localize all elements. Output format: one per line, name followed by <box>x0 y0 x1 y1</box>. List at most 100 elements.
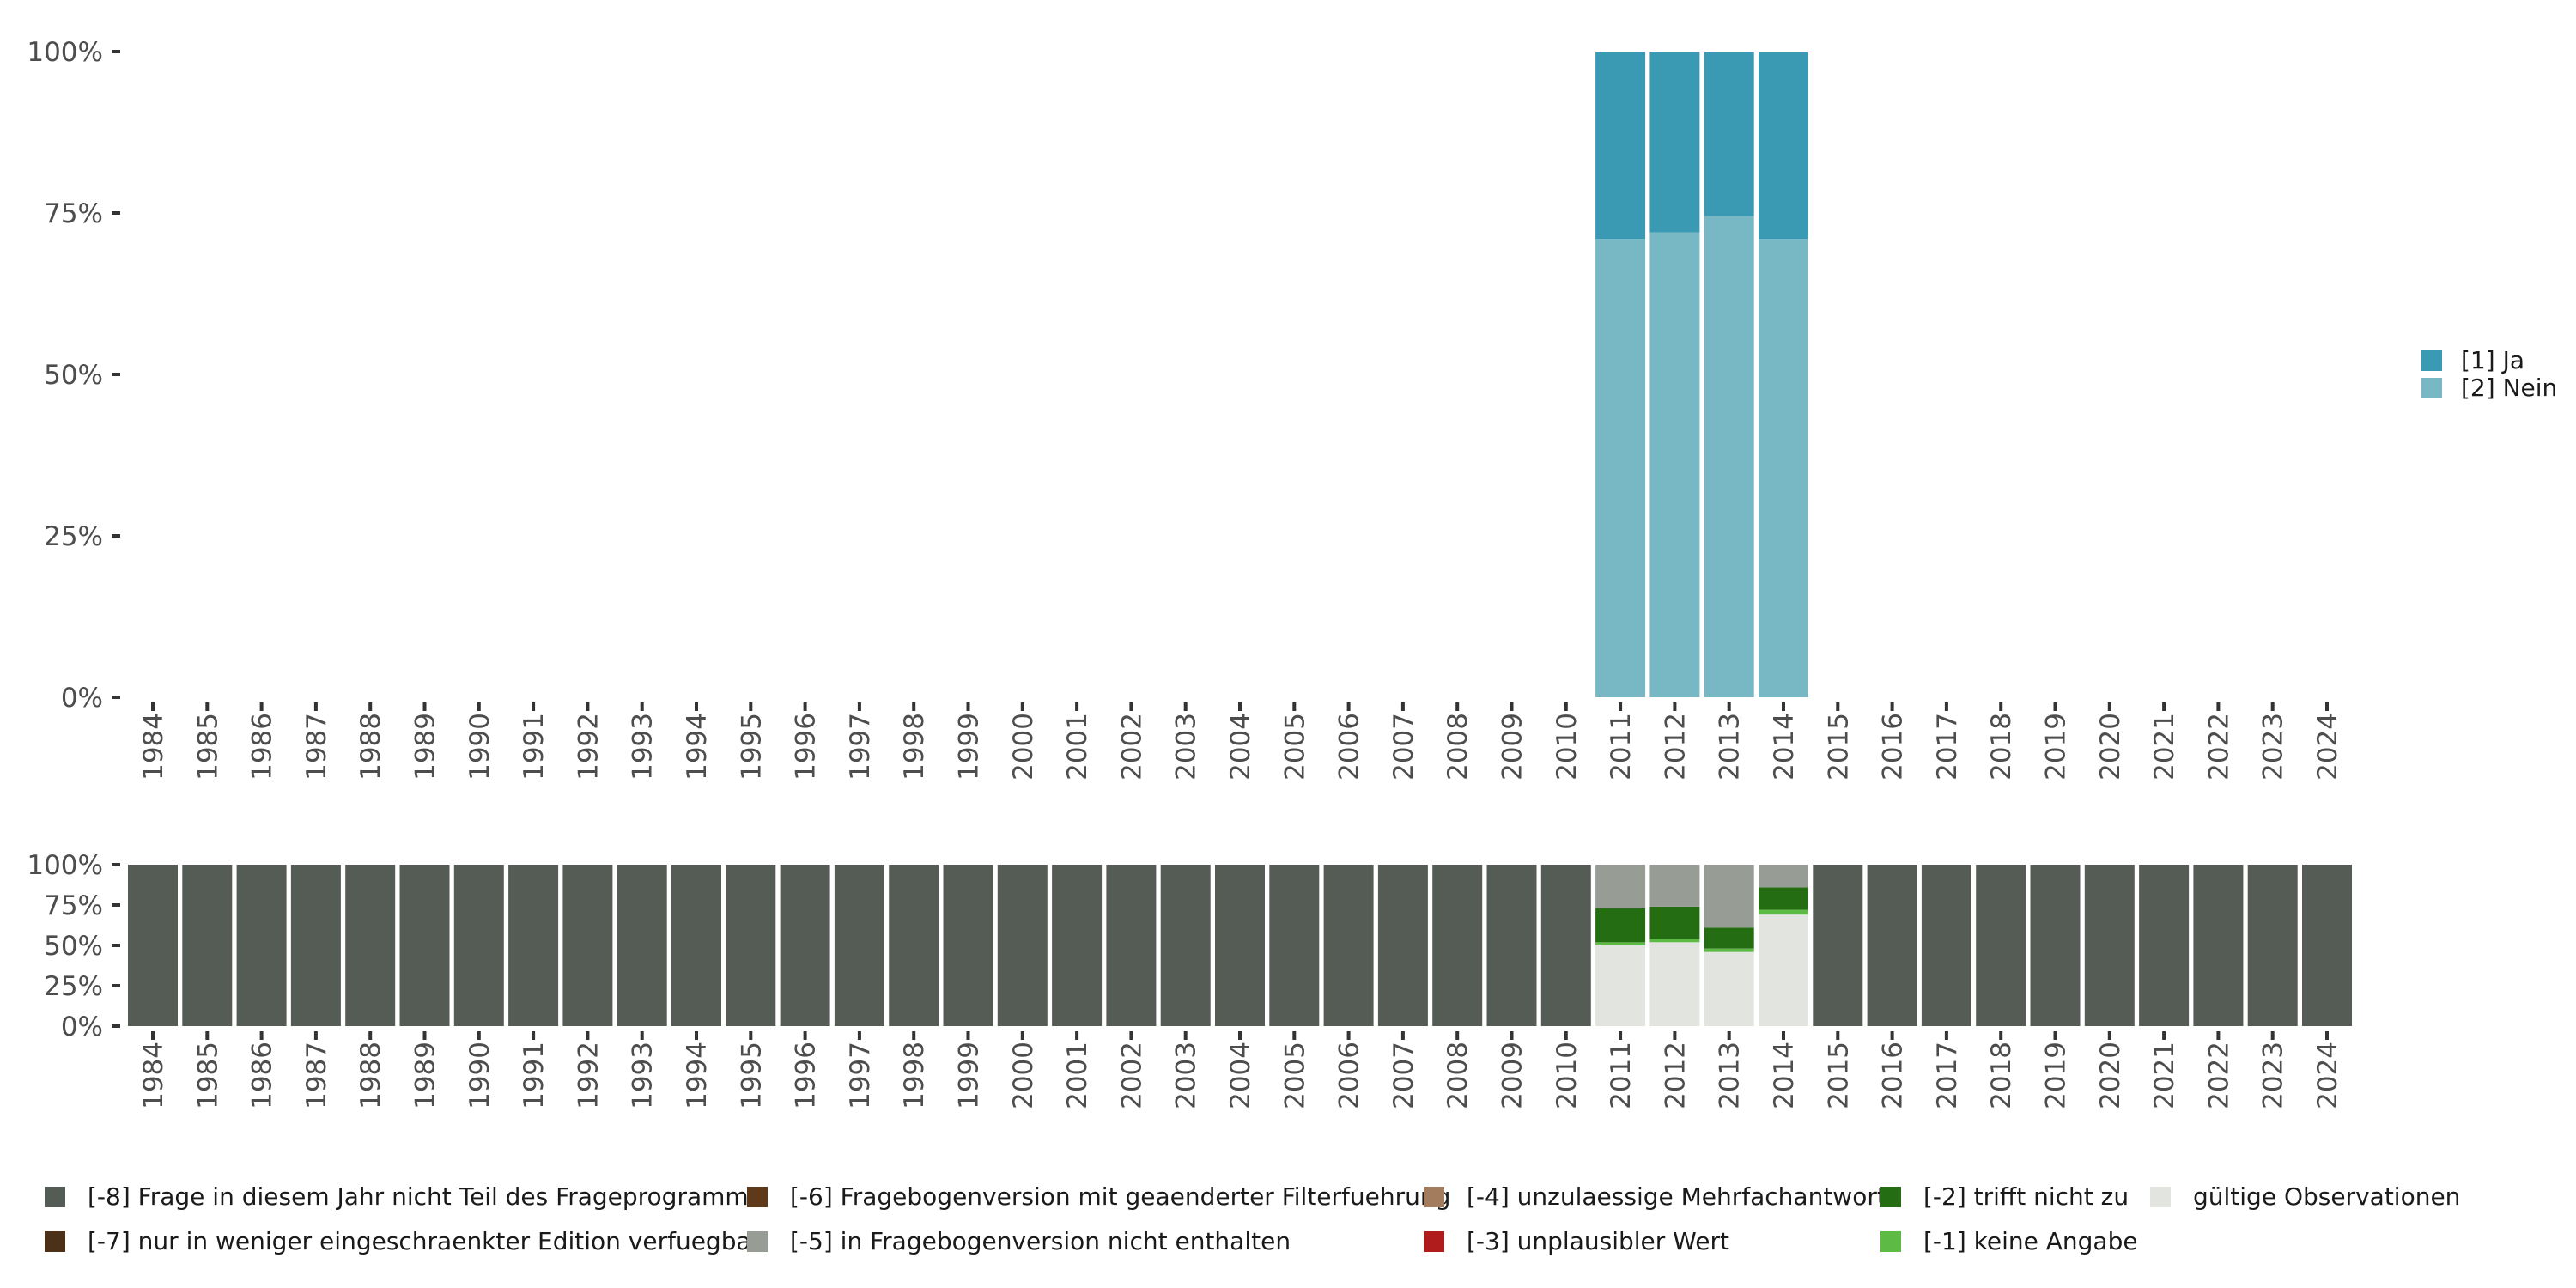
legend-swatch <box>1424 1231 1444 1252</box>
bar-segment <box>997 865 1048 1026</box>
x-tick-label: 2017 <box>1932 1042 1963 1109</box>
legend-label: [-5] in Fragebogenversion nicht enthalte… <box>790 1227 1291 1255</box>
x-tick-label: 1995 <box>736 713 767 781</box>
x-tick-label: 2001 <box>1062 1042 1093 1109</box>
bar-segment <box>1759 887 1808 910</box>
x-tick-label: 2008 <box>1443 713 1473 781</box>
bar-segment <box>1432 865 1483 1026</box>
legend-label: gültige Observationen <box>2193 1182 2460 1211</box>
x-tick-label: 2017 <box>1932 713 1963 781</box>
bar-segment <box>1649 865 1700 907</box>
x-tick-label: 1991 <box>519 713 550 781</box>
bar-segment <box>1595 52 1646 240</box>
bar-segment <box>617 865 667 1026</box>
bar-segment <box>2247 865 2298 1026</box>
x-tick-label: 2006 <box>1334 1042 1365 1109</box>
bottom-legend: [-8] Frage in diesem Jahr nicht Teil des… <box>45 1182 2460 1255</box>
bar-segment <box>453 865 504 1026</box>
y-tick-label: 100% <box>27 850 103 881</box>
y-tick-label: 75% <box>44 198 103 229</box>
bar-segment <box>2139 865 2190 1026</box>
x-tick-label: 1991 <box>519 1042 550 1109</box>
x-tick-label: 1994 <box>682 1042 713 1109</box>
x-tick-label: 2023 <box>2258 713 2289 781</box>
x-tick-label: 1986 <box>247 713 278 781</box>
x-tick-label: 1987 <box>301 713 332 781</box>
bar-segment <box>1867 865 1917 1026</box>
bar-segment <box>889 865 939 1026</box>
top-legend: [1] Ja[2] Nein <box>2421 346 2557 402</box>
x-tick-label: 1996 <box>791 1042 822 1109</box>
bar-segment <box>1704 948 1754 952</box>
x-tick-label: 2002 <box>1116 713 1147 781</box>
x-tick-label: 1992 <box>573 713 604 781</box>
x-tick-label: 1996 <box>791 713 822 781</box>
x-tick-label: 2020 <box>2095 713 2126 781</box>
bar-segment <box>1215 865 1265 1026</box>
x-tick-label: 2003 <box>1171 1042 1202 1109</box>
x-tick-label: 2004 <box>1225 713 1256 781</box>
bar-segment <box>1649 52 1700 233</box>
x-tick-label: 2013 <box>1715 713 1746 781</box>
bar-segment <box>1759 52 1808 240</box>
bar-segment <box>1160 865 1211 1026</box>
x-tick-label: 2024 <box>2312 1042 2343 1109</box>
bar-segment <box>1595 908 1646 943</box>
bar-segment <box>508 865 559 1026</box>
bar-segment <box>182 865 233 1026</box>
x-tick-label: 2009 <box>1498 713 1528 781</box>
y-tick-label: 25% <box>44 971 103 1002</box>
x-tick-label: 2016 <box>1878 1042 1909 1109</box>
bar-segment <box>128 865 178 1026</box>
legend-label: [-8] Frage in diesem Jahr nicht Teil des… <box>88 1182 761 1211</box>
x-tick-label: 2001 <box>1062 713 1093 781</box>
bar-segment <box>834 865 884 1026</box>
bar-segment <box>1976 865 2026 1026</box>
x-tick-label: 2000 <box>1008 1042 1039 1109</box>
x-tick-label: 2012 <box>1660 1042 1691 1109</box>
x-tick-label: 2016 <box>1878 713 1909 781</box>
x-tick-label: 2019 <box>2041 1042 2072 1109</box>
x-tick-label: 2023 <box>2258 1042 2289 1109</box>
x-tick-label: 2002 <box>1116 1042 1147 1109</box>
x-tick-label: 2022 <box>2203 713 2234 781</box>
bar-segment <box>1540 865 1591 1026</box>
legend-label: [-1] keine Angabe <box>1923 1227 2138 1255</box>
legend-swatch <box>45 1187 65 1207</box>
legend-swatch <box>747 1187 768 1207</box>
x-tick-label: 1989 <box>410 713 441 781</box>
bar-segment <box>1106 865 1157 1026</box>
x-tick-label: 1990 <box>465 713 495 781</box>
x-tick-label: 2022 <box>2203 1042 2234 1109</box>
bar-segment <box>1649 232 1700 698</box>
x-tick-label: 2021 <box>2149 1042 2180 1109</box>
legend-swatch <box>2421 350 2442 371</box>
x-tick-label: 2014 <box>1769 1042 1800 1109</box>
x-tick-label: 1994 <box>682 713 713 781</box>
bar-segment <box>1486 865 1537 1026</box>
bar-segment <box>399 865 450 1026</box>
legend-label: [2] Nein <box>2461 374 2557 402</box>
bar-segment <box>1052 865 1103 1026</box>
x-tick-label: 2003 <box>1171 713 1202 781</box>
x-tick-label: 2015 <box>1823 713 1854 781</box>
x-tick-label: 1988 <box>355 1042 386 1109</box>
x-tick-label: 1984 <box>138 713 169 781</box>
y-tick-label: 50% <box>44 360 103 391</box>
x-tick-label: 2010 <box>1552 1042 1583 1109</box>
x-tick-label: 2005 <box>1279 1042 1310 1109</box>
x-tick-label: 2011 <box>1606 1042 1637 1109</box>
x-tick-label: 2010 <box>1552 713 1583 781</box>
bar-segment <box>1759 909 1808 915</box>
bar-segment <box>671 865 721 1026</box>
x-tick-label: 1998 <box>899 713 930 781</box>
bar-segment <box>2193 865 2244 1026</box>
x-tick-label: 2008 <box>1443 1042 1473 1109</box>
x-tick-label: 2015 <box>1823 1042 1854 1109</box>
x-tick-label: 2024 <box>2312 713 2343 781</box>
x-tick-label: 2018 <box>1986 713 2017 781</box>
bar-segment <box>943 865 993 1026</box>
x-tick-label: 1992 <box>573 1042 604 1109</box>
bar-segment <box>562 865 613 1026</box>
